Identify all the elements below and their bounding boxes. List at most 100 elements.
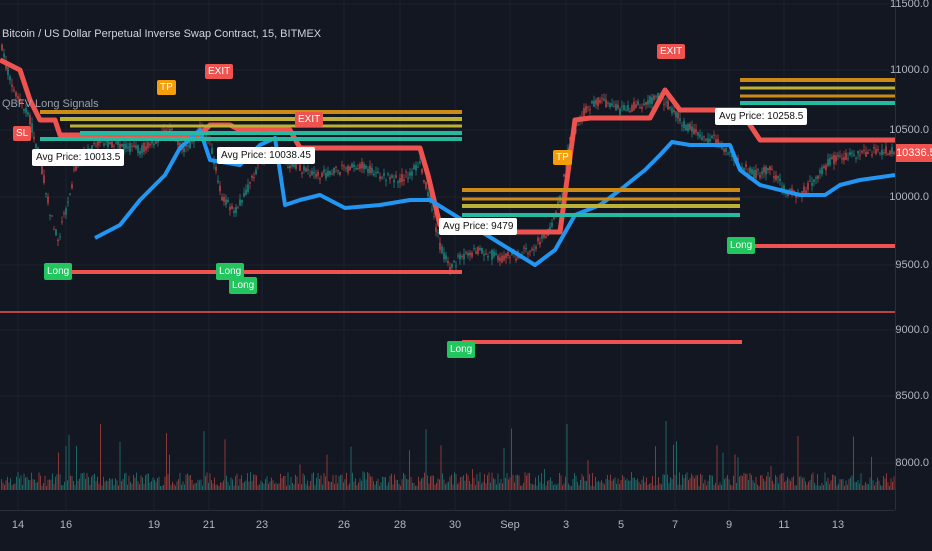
time-axis[interactable]: 14 16 19 21 23 26 28 30 Sep 3 5 7 9 11 13	[0, 510, 895, 551]
candle-body	[625, 109, 627, 111]
volume-bar	[230, 477, 232, 490]
candle-body	[881, 149, 883, 156]
volume-bar	[373, 481, 374, 490]
candle-body	[437, 232, 439, 234]
volume-bar	[736, 482, 737, 490]
candle-body	[891, 147, 893, 154]
candle-body	[3, 53, 5, 58]
candle-body	[717, 138, 719, 145]
volume-bar	[386, 485, 388, 490]
volume-bar	[41, 485, 43, 490]
volume-bar	[553, 485, 554, 490]
candle-body	[837, 154, 839, 157]
candle-body	[31, 123, 33, 133]
volume-bar	[677, 484, 679, 490]
volume-bar	[323, 472, 325, 490]
volume-bar	[229, 485, 230, 490]
candle-body	[103, 143, 105, 146]
volume-bar	[283, 475, 284, 490]
volume-bar	[308, 485, 310, 490]
volume-bar	[653, 485, 655, 490]
candle-body	[37, 147, 39, 150]
candle-body	[847, 158, 849, 160]
volume-bar	[835, 476, 836, 490]
candle-body	[387, 173, 389, 175]
candle-body	[695, 129, 697, 133]
candle-body	[707, 138, 709, 143]
volume-bar	[659, 483, 661, 490]
volume-bar	[347, 485, 349, 490]
volume-bar	[343, 482, 344, 490]
candle-body	[595, 99, 597, 105]
volume-bar	[302, 473, 304, 490]
candle-body	[679, 118, 681, 122]
candle-body	[807, 182, 809, 190]
volume-bar	[607, 474, 608, 490]
time-axis-label: 23	[255, 519, 269, 531]
volume-bar	[437, 478, 439, 490]
volume-bar	[817, 474, 818, 490]
price-axis[interactable]: 11500.0 11000.0 10500.0 10000.0 9500.0 9000.0…	[889, 0, 932, 510]
chart-grid	[0, 0, 895, 510]
volume-bar	[655, 446, 656, 490]
candle-body	[483, 254, 485, 256]
volume-bar	[803, 477, 805, 490]
volume-bar	[187, 473, 188, 490]
volume-bar	[313, 472, 314, 490]
candle-body	[643, 103, 645, 106]
volume-bar	[361, 480, 362, 490]
volume-bar	[205, 476, 206, 490]
candle-body	[757, 168, 759, 170]
volume-bar	[826, 481, 827, 490]
candle-body	[347, 166, 349, 173]
volume-bar	[94, 473, 95, 490]
volume-bar	[190, 475, 191, 490]
price-axis-label: 9000.0	[895, 324, 929, 336]
volume-bar	[457, 483, 458, 490]
volume-bar	[76, 445, 77, 490]
candle-body	[525, 248, 527, 250]
candle-body	[665, 102, 667, 104]
candle-body	[697, 132, 699, 136]
volume-bar	[277, 484, 278, 490]
volume-bar	[515, 475, 517, 490]
volume-bar	[479, 472, 481, 490]
volume-bar	[191, 479, 193, 490]
volume-bar	[31, 472, 32, 490]
volume-bar	[745, 474, 746, 490]
candle-body	[593, 100, 595, 107]
volume-bar	[761, 475, 763, 490]
volume-bar	[73, 480, 74, 490]
volume-bar	[428, 483, 430, 490]
candle-body	[187, 145, 189, 147]
volume-bar	[622, 475, 623, 490]
volume-bar	[491, 472, 493, 490]
volume-bar	[80, 473, 82, 490]
volume-bar	[215, 484, 217, 490]
volume-bar	[683, 477, 685, 490]
volume-bars	[1, 420, 895, 490]
volume-bar	[148, 473, 149, 490]
candle-body	[763, 167, 765, 173]
volume-bar	[142, 477, 143, 490]
volume-bar	[590, 485, 592, 490]
volume-bar	[592, 472, 593, 490]
volume-bar	[368, 473, 370, 490]
volume-bar	[170, 485, 172, 490]
volume-bar	[827, 478, 829, 490]
candle-body	[653, 95, 655, 100]
candle-body	[113, 145, 115, 147]
volume-bar	[749, 473, 751, 490]
candle-body	[885, 146, 887, 154]
volume-bar	[481, 483, 482, 490]
candlesticks	[1, 43, 895, 275]
candle-body	[589, 108, 591, 110]
candle-body	[19, 98, 21, 101]
volume-bar	[815, 485, 817, 490]
time-axis-label: 14	[11, 519, 25, 531]
volume-bar	[397, 480, 398, 490]
tp-tag: TP	[157, 80, 176, 95]
volume-bar	[853, 436, 854, 490]
candle-body	[305, 168, 307, 172]
